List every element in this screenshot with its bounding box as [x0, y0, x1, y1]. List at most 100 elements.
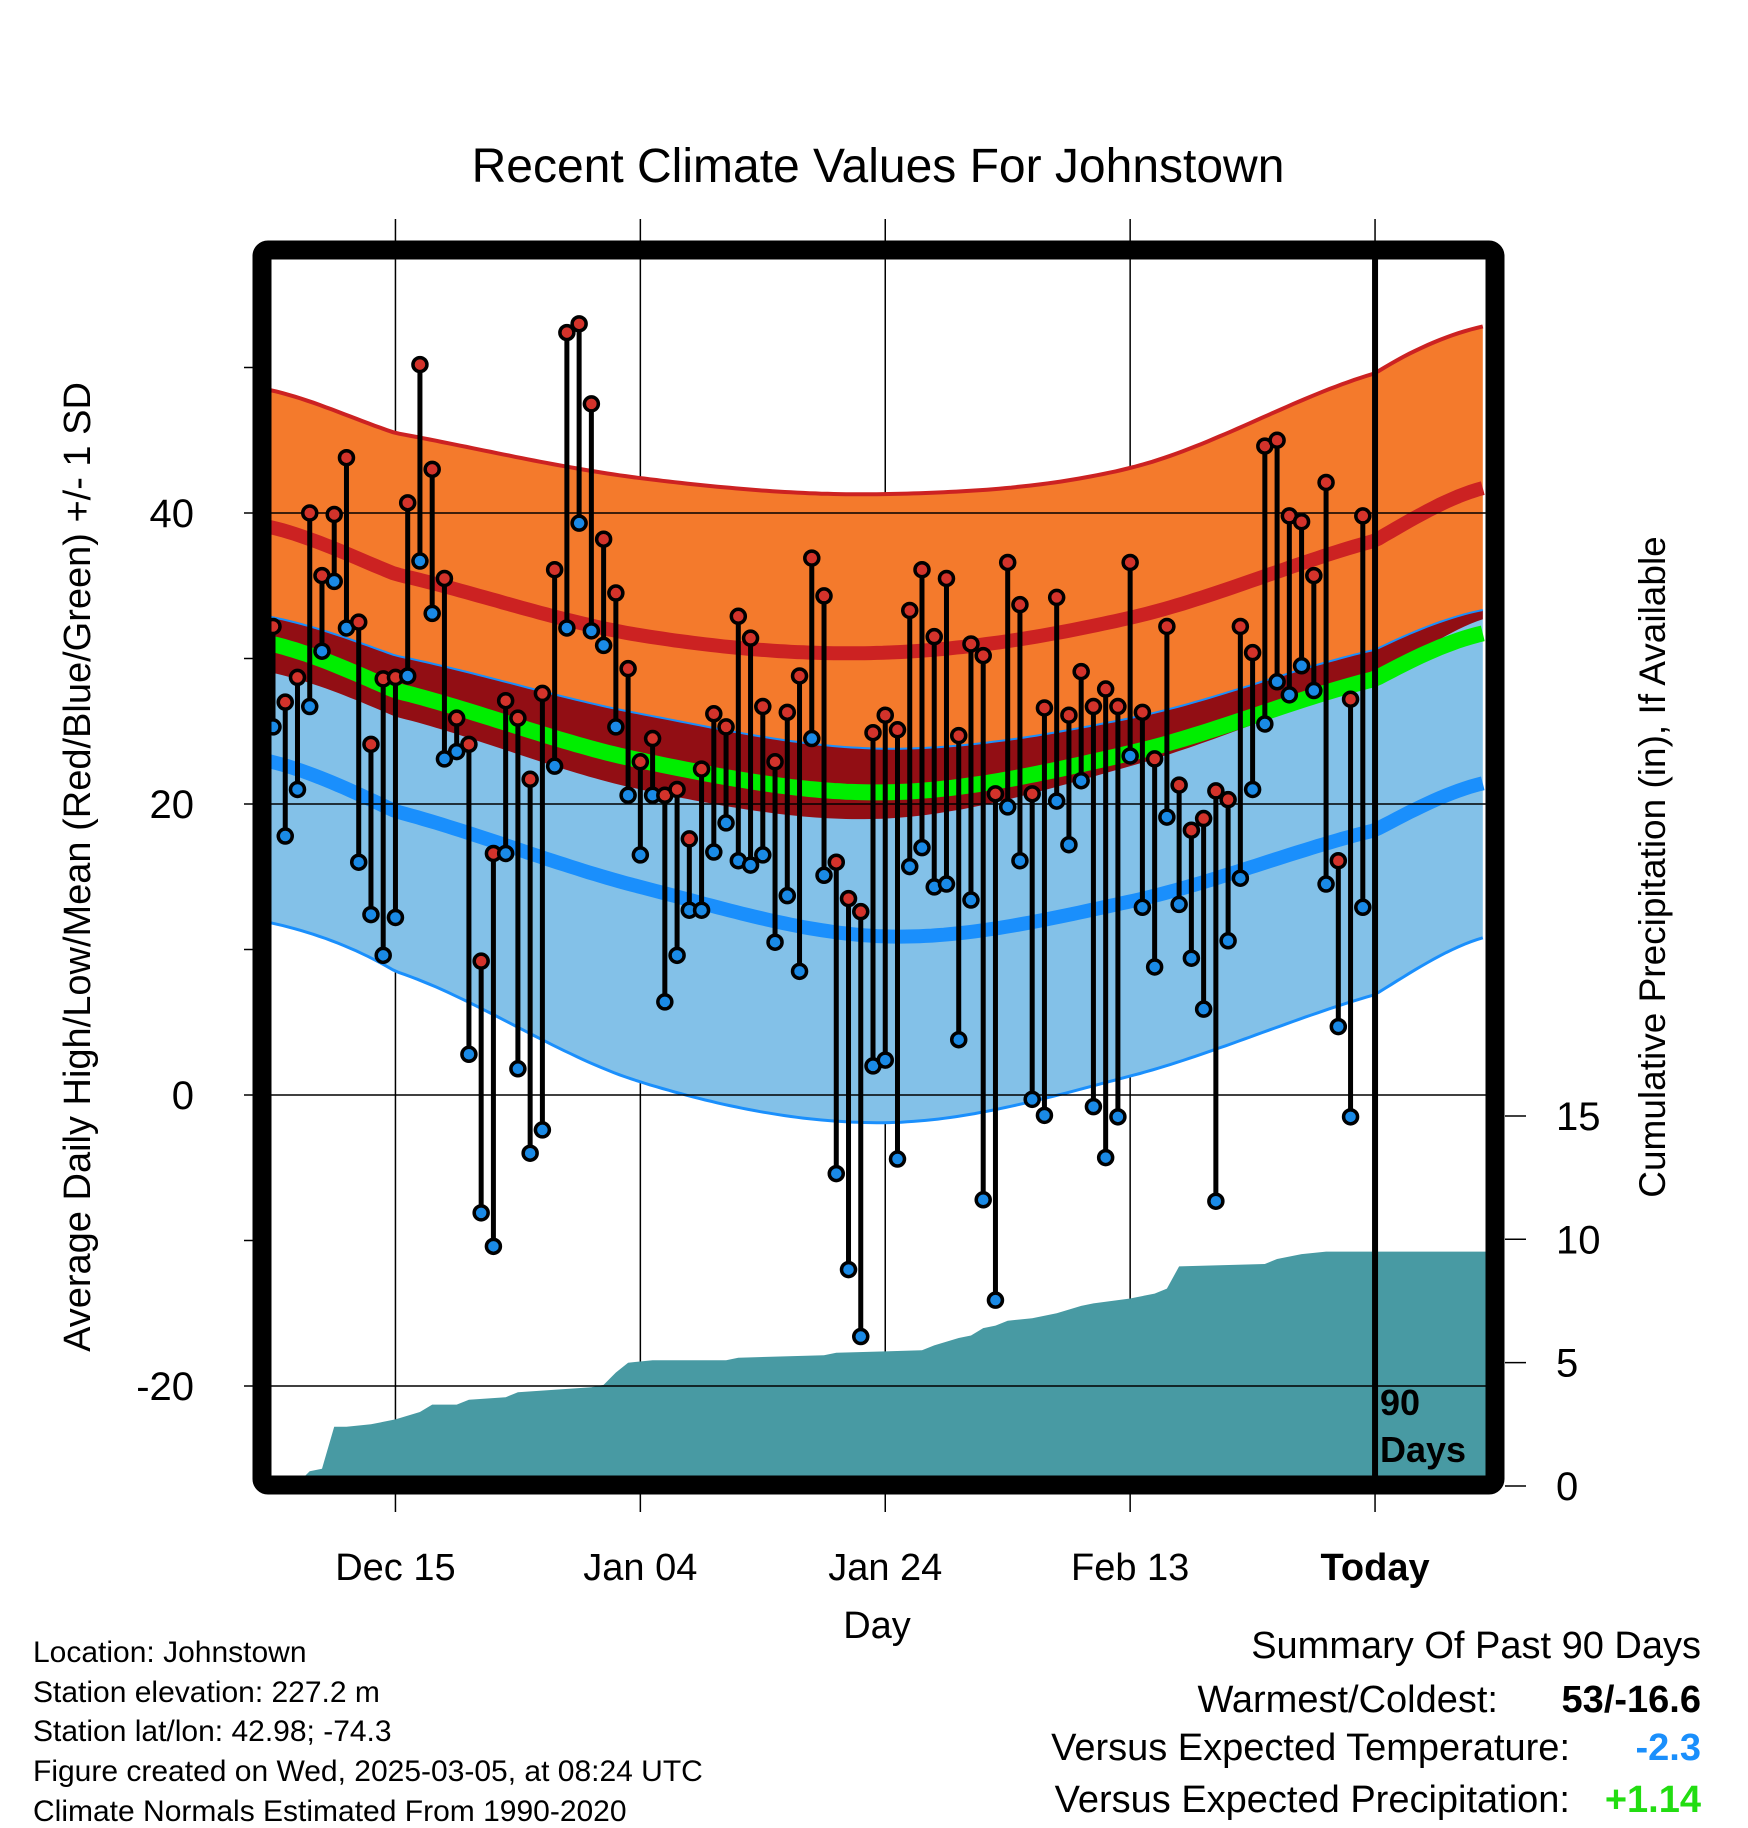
precip-area [304, 1251, 1486, 1476]
daily-low-point [913, 838, 931, 857]
daily-high-point [1072, 662, 1090, 681]
daily-low-point [1047, 792, 1066, 810]
y2-tick-label: 15 [1556, 1095, 1601, 1139]
daily-low-point [1305, 681, 1323, 700]
daily-high-point [864, 723, 882, 742]
daily-low-point [558, 619, 576, 637]
daily-high-point [398, 494, 417, 512]
high-sd-band [271, 326, 1483, 820]
daily-low-point [1133, 898, 1152, 917]
daily-high-point [1317, 473, 1335, 492]
daily-high-point [1170, 776, 1188, 794]
daily-high-point [1023, 785, 1041, 803]
bottom-axis: Dec 15 Jan 04 Jan 24 Feb 13 Today [335, 1547, 1429, 1589]
daily-high-point [852, 902, 870, 921]
daily-low-point [423, 604, 441, 623]
daily-low-point [276, 827, 294, 845]
daily-high-point [1084, 697, 1103, 716]
daily-high-point [362, 735, 380, 754]
daily-low-point [398, 667, 417, 685]
daily-low-point [1207, 1192, 1225, 1210]
daily-high-point [876, 706, 894, 724]
daily-low-point [1011, 851, 1029, 870]
daily-high-point [913, 560, 931, 579]
daily-high-point [668, 780, 686, 799]
daily-high-point [962, 635, 980, 653]
daily-high-point [1047, 588, 1066, 607]
daily-high-point [839, 889, 858, 908]
x-tick-label: Today [1321, 1547, 1430, 1589]
daily-low-point [962, 891, 980, 909]
daily-low-point [594, 636, 613, 655]
daily-low-point [1231, 869, 1250, 887]
daily-low-point [619, 786, 637, 805]
x-tick-label: Jan 04 [583, 1547, 697, 1589]
daily-high-point [705, 705, 723, 723]
daily-high-point [1305, 566, 1323, 585]
daily-low-point [1354, 898, 1372, 917]
daily-high-point [631, 753, 650, 771]
daily-low-point [1292, 657, 1311, 675]
daily-high-point [582, 395, 601, 413]
daily-high-point [937, 569, 956, 588]
summary-title: Summary Of Past 90 Days [1251, 1625, 1701, 1667]
daily-high-point [998, 553, 1017, 572]
temp-anomaly-value: -2.3 [1636, 1727, 1701, 1769]
daily-high-point [1011, 595, 1029, 614]
daily-low-point [509, 1060, 527, 1078]
daily-low-point [949, 1030, 968, 1049]
daily-high-point [815, 587, 833, 605]
y-tick-label: 0 [172, 1074, 194, 1118]
daily-high-point [827, 853, 846, 871]
footer-location: Location: Johnstown [33, 1636, 307, 1669]
precip-anomaly-label: Versus Expected Precipitation: [1055, 1779, 1570, 1821]
daily-high-point [1231, 617, 1250, 636]
daily-low-point [374, 946, 392, 965]
daily-high-point [435, 569, 454, 588]
y-tick-label: 20 [150, 783, 195, 827]
y-tick-label: 40 [150, 492, 195, 536]
station-info: Location: Johnstown Station elevation: 2… [33, 1636, 703, 1828]
daily-high-point [460, 735, 478, 754]
daily-low-point [1121, 747, 1139, 765]
daily-high-point [888, 721, 907, 739]
daily-dots [271, 315, 1372, 1346]
daily-high-point [533, 684, 552, 703]
daily-low-point [974, 1191, 992, 1209]
x-tick-label: Dec 15 [335, 1547, 455, 1589]
daily-low-point [386, 908, 405, 927]
daily-low-point [888, 1150, 907, 1168]
daily-high-point [925, 627, 943, 646]
right-axis: 15 10 5 0 [1505, 1095, 1601, 1509]
y2-tick-label: 10 [1556, 1218, 1601, 1262]
daily-high-point [1145, 750, 1164, 768]
daily-low-point [1182, 949, 1201, 967]
daily-high-point [558, 323, 576, 342]
daily-low-point [803, 729, 821, 748]
daily-high-point [1035, 699, 1054, 717]
daily-low-point [1341, 1108, 1360, 1126]
daily-low-point [692, 901, 711, 919]
daily-low-point [1023, 1090, 1041, 1109]
x-tick-label: Feb 13 [1071, 1547, 1189, 1589]
daily-low-point [472, 1204, 490, 1222]
daily-low-point [570, 514, 588, 532]
daily-high-point [1268, 431, 1286, 449]
daily-high-point [778, 703, 797, 722]
daily-low-point [815, 866, 833, 885]
daily-high-point [1219, 790, 1237, 809]
daily-high-point [643, 729, 662, 748]
warmest-coldest-value: 53/-16.6 [1562, 1679, 1701, 1721]
daily-high-point [325, 505, 343, 524]
daily-high-point [1109, 697, 1127, 716]
daily-high-point [496, 691, 515, 710]
daily-low-point [545, 757, 564, 775]
precip-anomaly-value: +1.14 [1605, 1779, 1701, 1821]
daily-low-point [1268, 673, 1286, 691]
daily-high-point [754, 697, 772, 716]
daily-high-point [1207, 782, 1225, 800]
daily-low-point [300, 697, 319, 716]
daily-high-point [1354, 507, 1372, 525]
daily-high-point [1133, 703, 1152, 722]
daily-high-point [447, 709, 466, 727]
